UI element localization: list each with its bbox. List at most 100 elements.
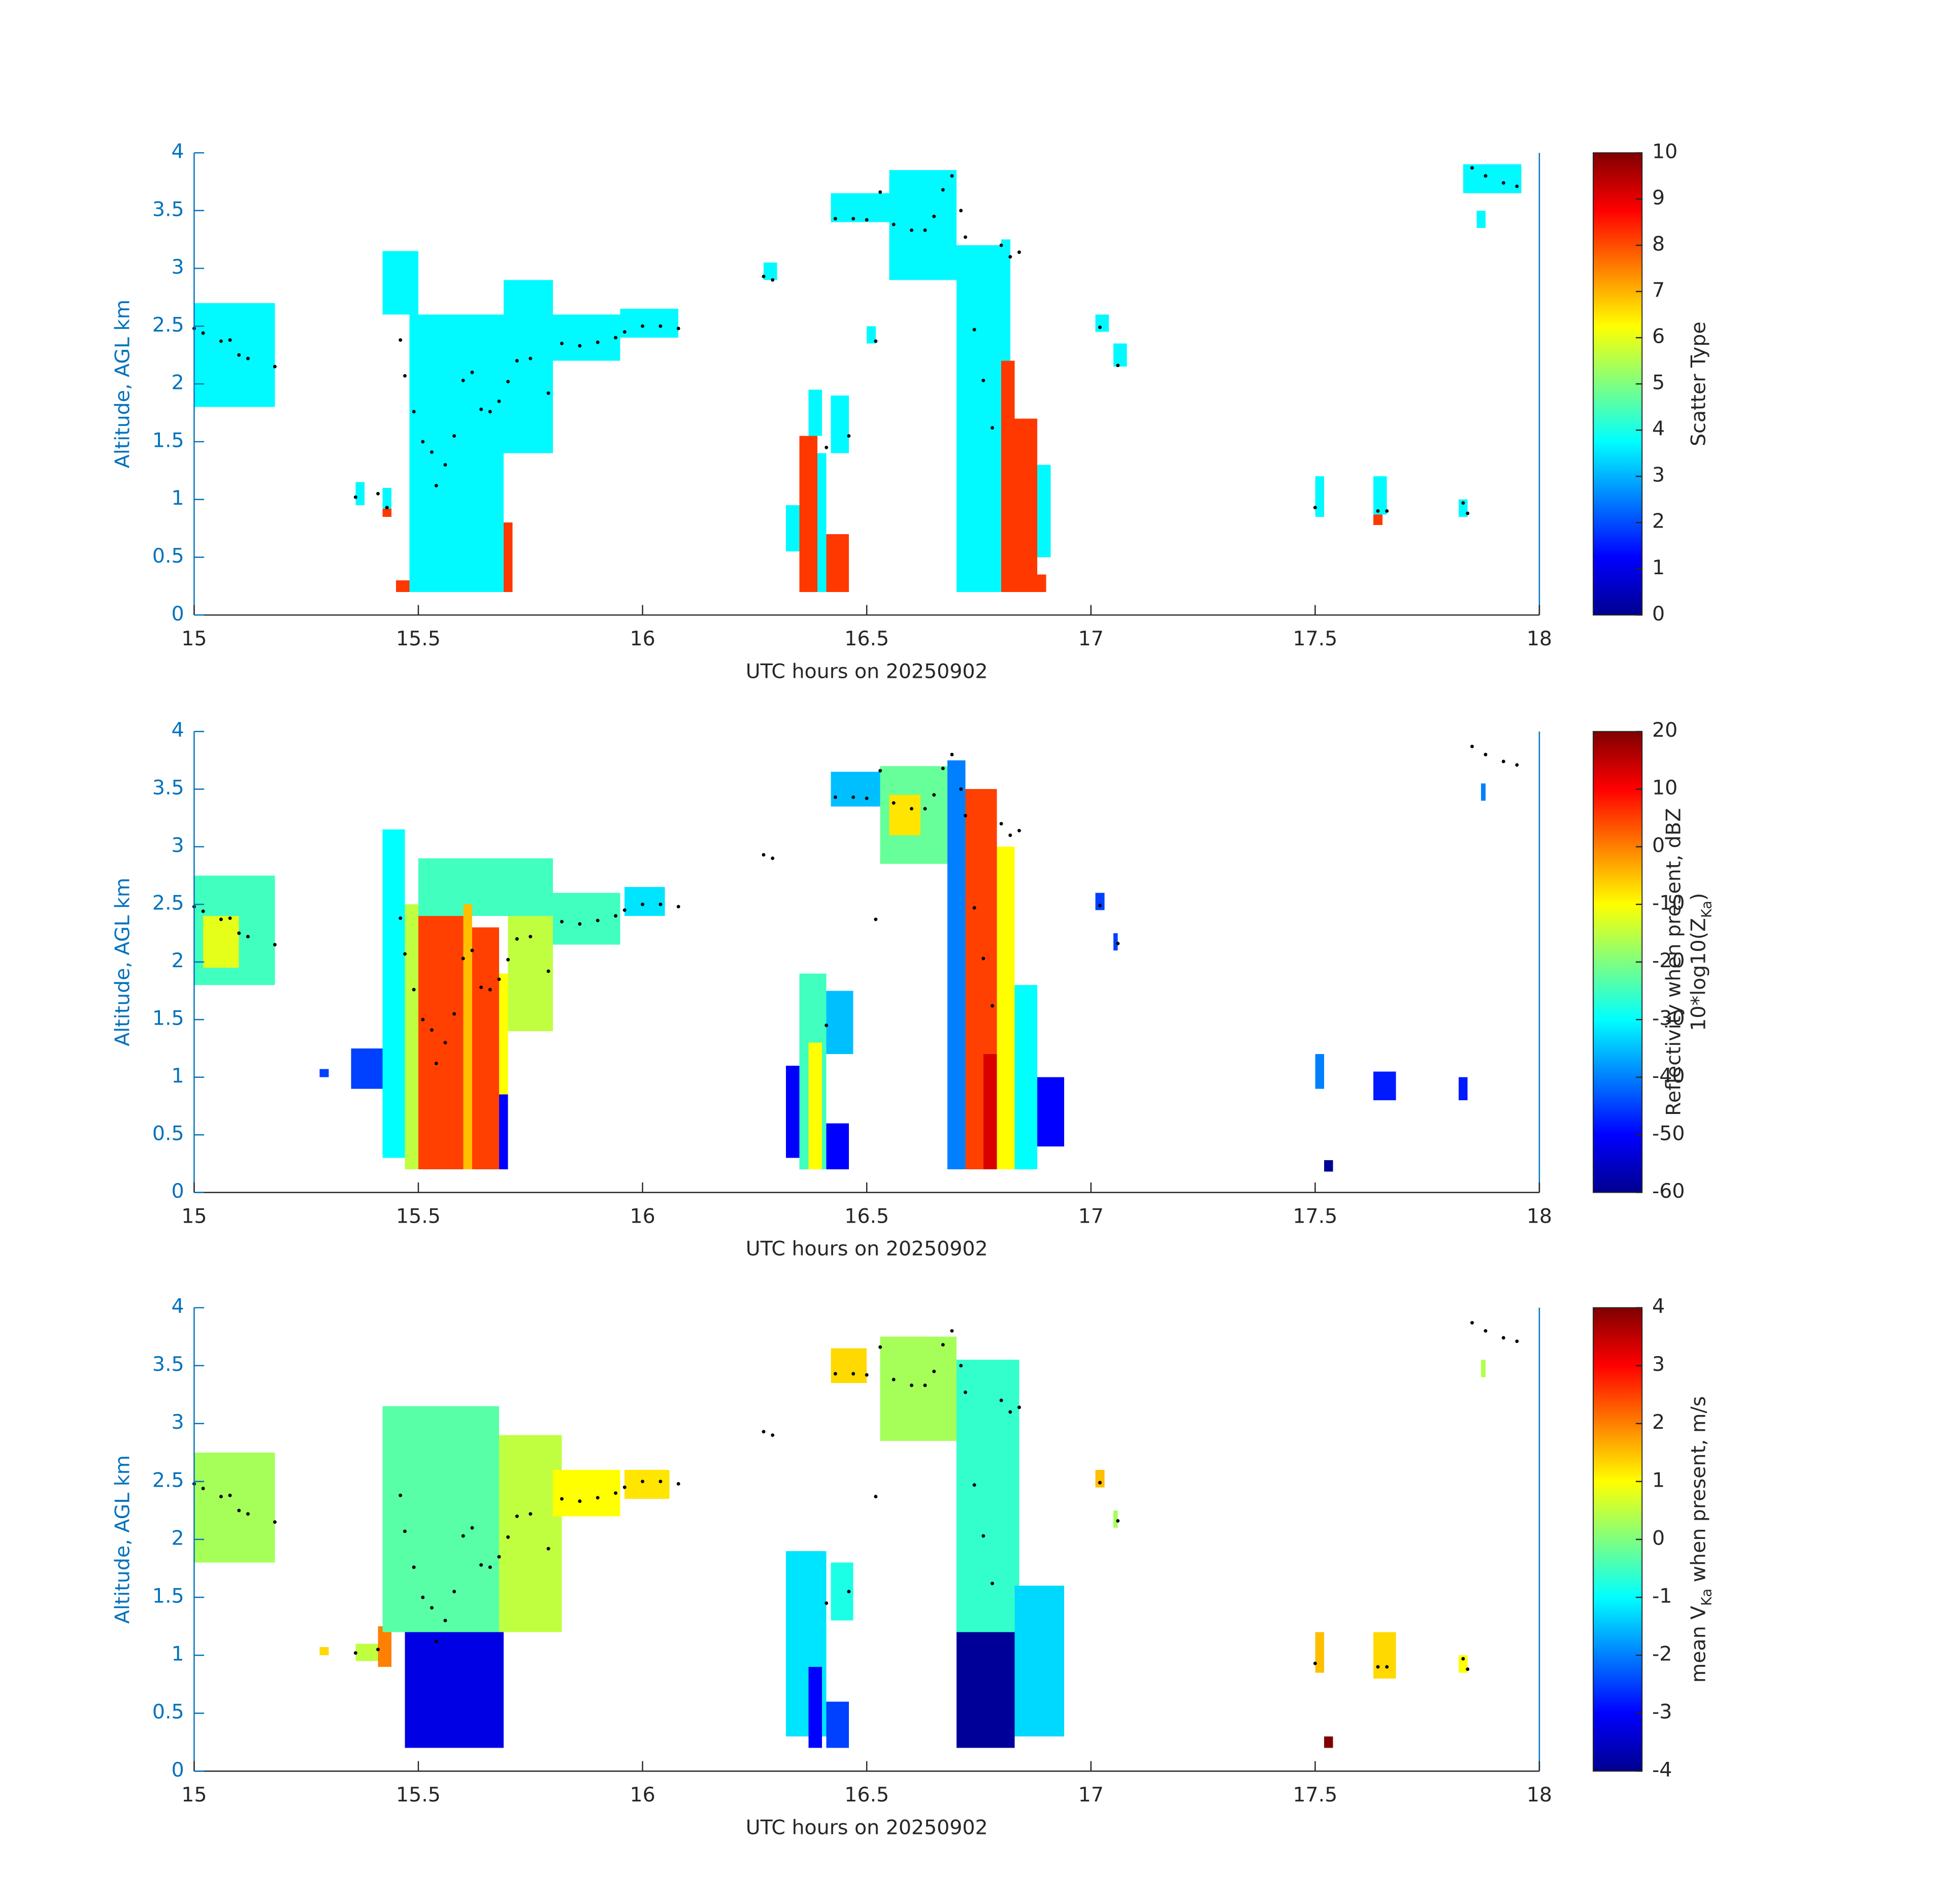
cloud-base-point: [228, 916, 232, 920]
cell: [1037, 465, 1051, 557]
colorbar-tick-label: 20: [1652, 718, 1677, 742]
cloud-base-point: [972, 1483, 976, 1487]
x-axis-label: UTC hours on 20250902: [746, 660, 988, 683]
colorbar-tick-label: 3: [1652, 1353, 1665, 1376]
x-tick-label: 17: [1078, 627, 1104, 650]
x-tick-label: 16.5: [844, 1783, 889, 1807]
cloud-base-point: [1466, 1667, 1470, 1671]
cell: [396, 580, 410, 592]
cloud-base-point: [622, 330, 627, 334]
cloud-base-point: [964, 813, 967, 817]
cell: [1324, 1736, 1333, 1748]
cloud-base-point: [452, 434, 456, 438]
cell: [956, 1360, 1019, 1632]
cell: [194, 303, 275, 407]
cloud-base-point: [676, 905, 680, 909]
cloud-base-point: [659, 1480, 663, 1484]
cloud-base-point: [892, 801, 896, 805]
colorbar-tick-label: -10: [1652, 892, 1685, 915]
cloud-base-point: [219, 1495, 223, 1498]
cloud-base-point: [443, 1041, 447, 1044]
cloud-base-point: [529, 935, 533, 939]
y-tick-label: 4: [172, 718, 184, 742]
cloud-base-point: [878, 769, 882, 773]
y-tick-label: 3.5: [152, 1353, 184, 1376]
plot-area: 15 15.5 16 16.5 17 17.5 1800.511.522.533.54UTC…: [111, 140, 1715, 1839]
cell: [1001, 360, 1015, 592]
cloud-base-point: [999, 243, 1003, 247]
colorbar-tick-label: 10: [1652, 140, 1677, 163]
colorbar-tick-label: 3: [1652, 464, 1665, 487]
cell: [1458, 1077, 1468, 1101]
colorbar-tick-label: -60: [1652, 1179, 1685, 1203]
cloud-base-point: [560, 342, 564, 345]
cloud-base-point: [874, 339, 878, 343]
cloud-base-point: [578, 922, 582, 926]
x-tick-label: 16.5: [844, 627, 889, 650]
cloud-base-point: [399, 916, 403, 920]
cloud-base-point: [560, 1497, 564, 1501]
cloud-base-point: [403, 374, 407, 378]
cloud-base-point: [991, 1582, 994, 1586]
cloud-base-point: [1313, 506, 1317, 510]
cloud-base-point: [771, 856, 775, 860]
cloud-base-point: [892, 1377, 896, 1382]
cell: [382, 508, 391, 517]
cell: [499, 973, 508, 1095]
cloud-base-point: [659, 902, 663, 906]
cell: [552, 1470, 620, 1517]
cloud-base-point: [596, 918, 600, 923]
cloud-base-point: [219, 917, 223, 922]
cloud-base-point: [865, 1373, 869, 1377]
cell: [786, 1065, 800, 1158]
cloud-base-point: [1461, 501, 1465, 505]
colorbar-label: 10*log10(ZKa): [1687, 893, 1715, 1031]
colorbar-label-part: ): [1687, 893, 1710, 901]
cloud-base-point: [641, 1480, 645, 1484]
cloud-base-point: [932, 1369, 936, 1373]
cell: [1001, 239, 1010, 361]
cloud-base-point: [546, 391, 550, 395]
cloud-base-point: [596, 1496, 600, 1500]
cloud-base-point: [1484, 174, 1488, 178]
cell: [889, 170, 957, 280]
cloud-base-point: [762, 275, 766, 278]
cloud-base-point: [1116, 941, 1120, 945]
colorbar-tick-label: 9: [1652, 186, 1665, 210]
cloud-base-point: [421, 440, 425, 444]
cloud-base-point: [515, 937, 519, 941]
cloud-base-point: [434, 1639, 438, 1644]
cell: [1324, 1160, 1333, 1172]
x-tick-label: 15: [181, 627, 207, 650]
cloud-base-point: [488, 410, 492, 414]
cloud-base-point: [825, 1024, 829, 1027]
cloud-base-point: [676, 1482, 680, 1486]
cloud-base-point: [353, 1651, 357, 1655]
cloud-base-point: [506, 380, 510, 384]
colorbar-tick-label: 2: [1652, 1410, 1665, 1434]
cell: [499, 1435, 562, 1632]
cloud-base-point: [847, 1590, 851, 1594]
cloud-base-point: [959, 1364, 963, 1368]
colorbar-tick-label: 1: [1652, 1468, 1665, 1492]
cell: [319, 1647, 329, 1656]
cloud-base-point: [999, 822, 1003, 826]
cloud-base-point: [470, 370, 474, 374]
cloud-base-point: [497, 399, 501, 403]
cloud-base-point: [923, 228, 927, 232]
x-tick-label: 15: [181, 1204, 207, 1228]
colorbar-tick-label: 5: [1652, 371, 1665, 395]
cloud-base-point: [452, 1590, 456, 1594]
y-tick-label: 1: [172, 1643, 184, 1666]
cloud-base-point: [219, 339, 223, 343]
x-axis-label: UTC hours on 20250902: [746, 1237, 988, 1261]
x-tick-label: 16.5: [844, 1204, 889, 1228]
cloud-base-point: [506, 958, 510, 962]
cell: [831, 1348, 867, 1383]
cloud-base-point: [1008, 255, 1012, 259]
cloud-base-point: [497, 977, 501, 981]
colorbar-tick-label: -2: [1652, 1643, 1672, 1666]
cell: [472, 927, 499, 1170]
cloud-base-point: [1461, 1657, 1465, 1661]
cell: [624, 1470, 670, 1499]
